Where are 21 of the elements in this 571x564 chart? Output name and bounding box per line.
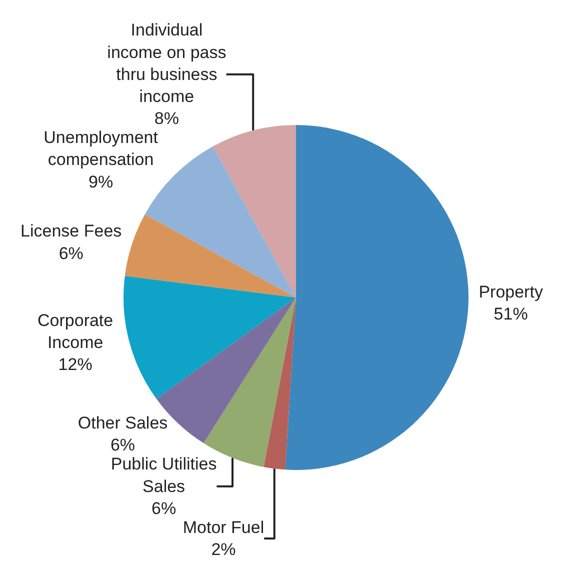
pie-slice <box>285 125 468 470</box>
data-label: 2% <box>211 540 236 560</box>
pie-slice <box>124 276 296 399</box>
pie-slice <box>264 298 296 470</box>
data-label: 8% <box>154 109 179 128</box>
data-label: 6% <box>152 498 176 518</box>
slice-label: Corporate Income <box>38 310 114 352</box>
slice-label: Individual income on pass thru business income <box>107 20 226 106</box>
slice-label: License Fees <box>20 222 122 241</box>
data-label: 12% <box>58 354 92 374</box>
slice-label: Public Utilities Sales <box>110 454 217 496</box>
slice-label: Motor Fuel <box>182 518 264 537</box>
pie-slice <box>212 125 296 298</box>
slice-label: Unemployment compensation <box>44 128 158 170</box>
data-label: 6% <box>58 244 84 263</box>
data-label: 9% <box>88 172 114 192</box>
data-label: 6% <box>110 436 136 455</box>
slice-label: Other Sales <box>78 414 168 433</box>
data-label: 51% <box>494 304 528 324</box>
pie-slice <box>124 214 296 298</box>
slice-label: Property <box>478 282 544 302</box>
